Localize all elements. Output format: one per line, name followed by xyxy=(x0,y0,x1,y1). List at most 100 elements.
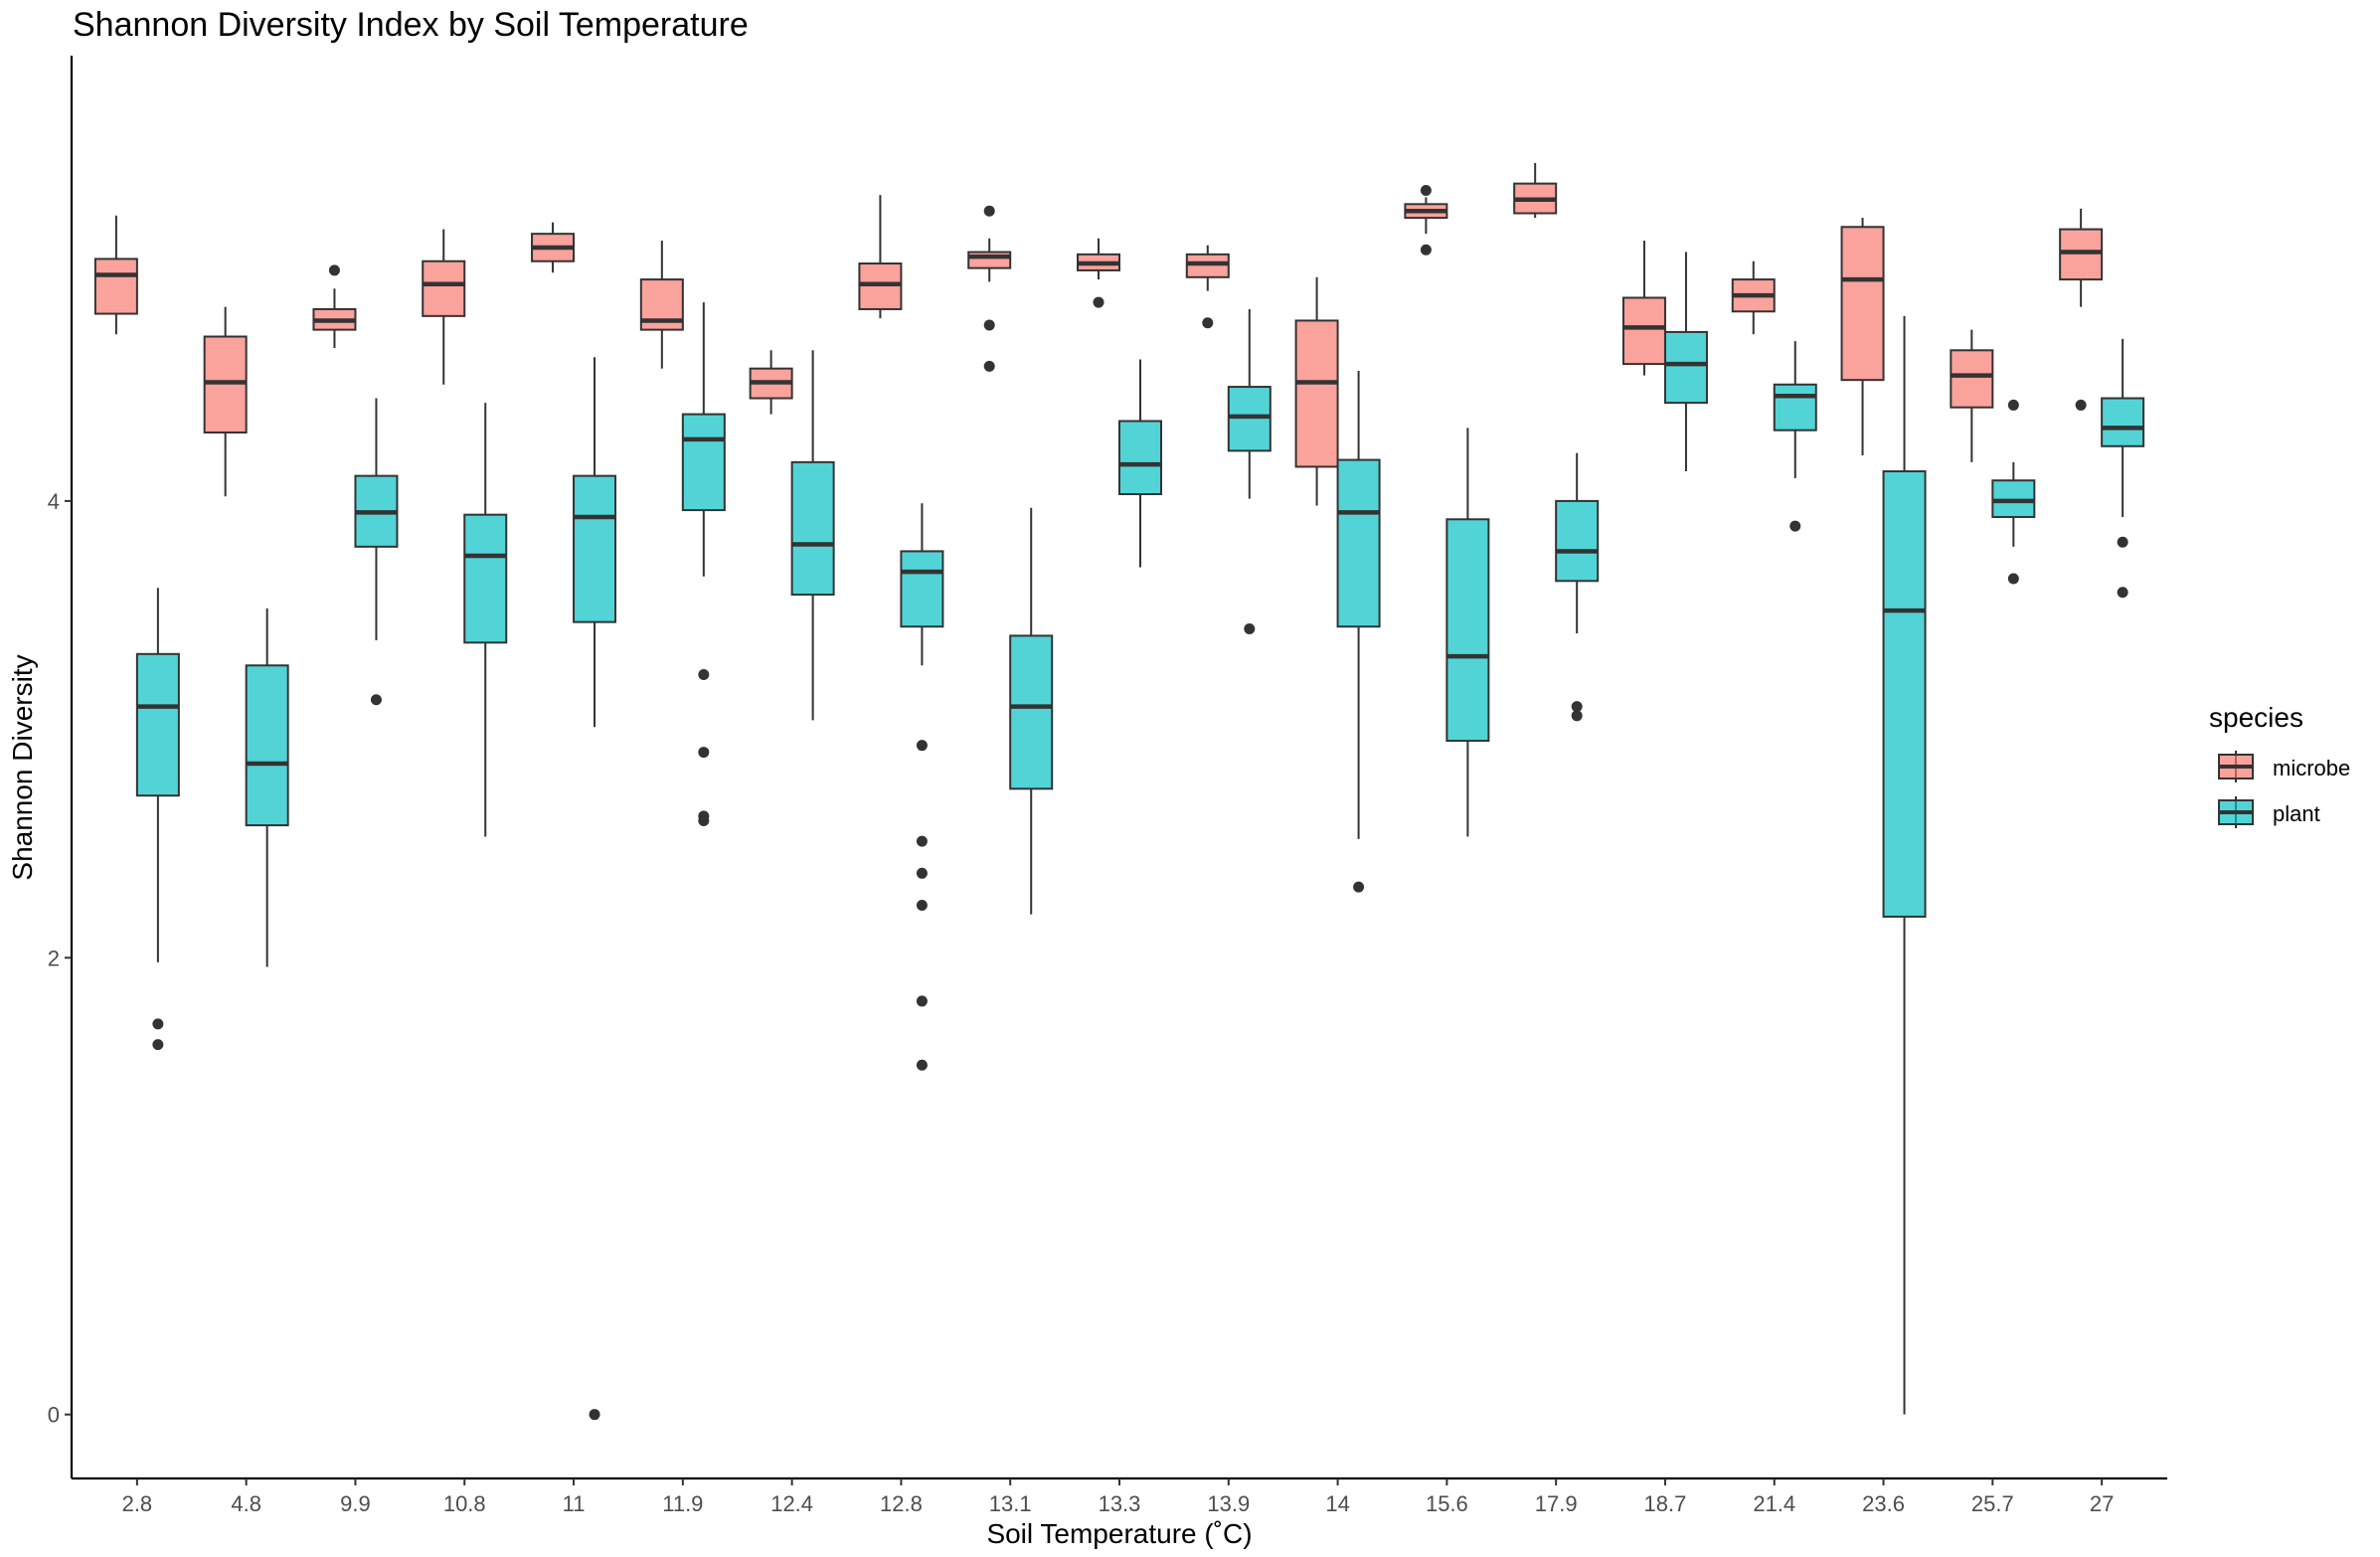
box-microbe-4.8 xyxy=(203,306,248,497)
outlier-point xyxy=(152,1039,164,1051)
outlier-point xyxy=(916,835,928,847)
x-tick-label: 14 xyxy=(1325,1491,1349,1516)
outlier-point xyxy=(1420,244,1432,256)
x-axis-title: Soil Temperature (˚C) xyxy=(986,1518,1252,1549)
x-tick-label: 25.7 xyxy=(1971,1491,2014,1516)
outlier-point xyxy=(1202,317,1214,329)
x-tick-label: 18.7 xyxy=(1644,1491,1687,1516)
iqr-box xyxy=(1445,518,1490,743)
outlier-point xyxy=(2007,573,2019,585)
iqr-box xyxy=(1294,319,1339,468)
iqr-box xyxy=(135,652,180,797)
outlier-point xyxy=(916,1059,928,1071)
legend: species microbe plant xyxy=(2209,702,2350,828)
x-tick-label: 11.9 xyxy=(662,1491,703,1516)
iqr-box xyxy=(681,413,726,512)
box-microbe-17.9 xyxy=(1513,162,1558,219)
outlier-point xyxy=(698,668,710,680)
outlier-point xyxy=(1420,185,1432,197)
iqr-box xyxy=(2101,397,2145,447)
box-microbe-9.9 xyxy=(312,264,357,349)
iqr-box xyxy=(422,260,466,317)
iqr-box xyxy=(790,460,835,597)
outlier-point xyxy=(370,694,382,706)
box-plant-14 xyxy=(1336,370,1381,893)
box-plant-17.9 xyxy=(1555,452,1600,722)
x-tick-label: 12.8 xyxy=(880,1491,923,1516)
x-tick-label: 11 xyxy=(563,1491,586,1516)
outlier-point xyxy=(2007,399,2019,411)
y-axis-title: Shannon Diversity xyxy=(7,654,38,880)
y-tick-label: 2 xyxy=(48,946,60,970)
outlier-point xyxy=(1789,520,1801,532)
x-axis-ticks: 2.8 4.8 9.9 10.8 11 11.9 12.4 12.8 13.1 13.3 13.9 1… xyxy=(122,1478,2114,1516)
iqr-box xyxy=(858,262,903,310)
box-plant-23.6 xyxy=(1882,315,1927,1415)
box-microbe-11.9 xyxy=(639,241,684,369)
outlier-point xyxy=(1571,710,1583,722)
box-plant-27 xyxy=(2101,338,2145,599)
x-tick-label: 12.4 xyxy=(770,1491,813,1516)
iqr-box xyxy=(203,335,248,433)
box-plant-2.8 xyxy=(135,588,180,1051)
box-microbe-2.8 xyxy=(93,215,138,335)
box-microbe-13.1 xyxy=(967,205,1012,372)
iqr-box xyxy=(1882,470,1927,918)
outlier-point xyxy=(983,319,995,331)
x-tick-label: 13.9 xyxy=(1207,1491,1250,1516)
box-microbe-12.4 xyxy=(749,350,793,415)
box-plant-4.8 xyxy=(245,607,289,967)
iqr-box xyxy=(1555,499,1600,583)
chart-title: Shannon Diversity Index by Soil Temperat… xyxy=(73,6,749,44)
x-tick-label: 10.8 xyxy=(443,1491,486,1516)
box-microbe-14 xyxy=(1294,276,1339,506)
box-microbe-10.8 xyxy=(422,229,466,385)
iqr-box xyxy=(1227,386,1272,452)
outlier-point xyxy=(1093,296,1105,308)
box-microbe-12.8 xyxy=(858,195,903,319)
box-microbe-11 xyxy=(531,222,576,273)
box-plant-18.7 xyxy=(1663,252,1708,472)
box-plant-13.1 xyxy=(1009,507,1054,915)
outlier-point xyxy=(916,867,928,879)
outlier-point xyxy=(1571,701,1583,713)
outlier-point xyxy=(698,747,710,759)
outlier-point xyxy=(1353,881,1365,893)
box-plant-10.8 xyxy=(463,403,508,837)
outlier-point xyxy=(983,360,995,372)
legend-key-microbe xyxy=(2218,751,2254,782)
box-plant-12.4 xyxy=(790,350,835,721)
iqr-box xyxy=(245,664,289,827)
box-microbe-23.6 xyxy=(1840,218,1885,455)
box-plant-21.4 xyxy=(1773,341,1817,532)
box-plant-13.9 xyxy=(1227,308,1272,635)
iqr-box xyxy=(1840,226,1885,382)
x-tick-label: 9.9 xyxy=(340,1491,371,1516)
iqr-box xyxy=(1991,479,2036,518)
iqr-box xyxy=(93,258,138,315)
outlier-point xyxy=(152,1018,164,1030)
iqr-box xyxy=(1773,383,1817,432)
y-tick-label: 0 xyxy=(48,1403,60,1428)
x-tick-label: 21.4 xyxy=(1753,1491,1795,1516)
iqr-box xyxy=(463,513,508,644)
box-plant-12.8 xyxy=(900,503,944,1071)
y-axis-ticks: 0 2 4 xyxy=(48,489,72,1428)
x-tick-label: 15.6 xyxy=(1426,1491,1468,1516)
outlier-point xyxy=(916,899,928,911)
x-tick-label: 13.3 xyxy=(1099,1491,1141,1516)
outlier-point xyxy=(2117,587,2128,599)
x-tick-label: 17.9 xyxy=(1535,1491,1578,1516)
iqr-box xyxy=(1009,634,1054,790)
outlier-point xyxy=(2075,399,2087,411)
iqr-box xyxy=(900,550,944,628)
outlier-point xyxy=(328,264,340,276)
x-tick-label: 13.1 xyxy=(989,1491,1032,1516)
iqr-box xyxy=(1621,296,1666,366)
box-microbe-15.6 xyxy=(1404,185,1448,256)
box-microbe-25.7 xyxy=(1950,329,1994,462)
x-tick-label: 23.6 xyxy=(1862,1491,1905,1516)
iqr-box xyxy=(1663,330,1708,405)
plot-area xyxy=(93,162,2145,1421)
